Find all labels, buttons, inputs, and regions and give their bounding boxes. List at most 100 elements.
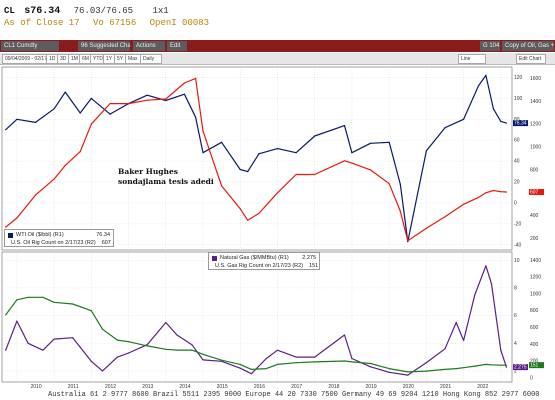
data-point [369, 169, 372, 171]
data-point [276, 349, 279, 351]
data-point [202, 152, 204, 154]
data-point [195, 77, 197, 79]
chart-title-field[interactable]: Copy of Oil, Gas + Rigs [502, 41, 554, 51]
data-point [444, 127, 446, 129]
legend-value: 2.275 [302, 255, 316, 261]
security-field[interactable]: CL1 Comdty [1, 41, 59, 51]
volume: Vo 67156 [93, 18, 137, 28]
data-point [247, 171, 249, 173]
natural-gas-line [5, 265, 507, 376]
data-point [42, 349, 44, 351]
data-point [343, 360, 346, 362]
data-point [5, 314, 7, 316]
data-point [195, 116, 197, 118]
last-value-tag [513, 364, 528, 371]
data-point [221, 141, 223, 143]
data-point [34, 121, 37, 123]
legend-item-gas-rigs: U.S. Gas Rig Count on 2/17/23 (R2) 151 [212, 262, 319, 270]
data-point [34, 194, 37, 196]
legend-label: WTI Oil ($/bbl) (R1) [16, 232, 64, 238]
data-point [221, 185, 223, 187]
data-point [250, 368, 252, 370]
data-point [90, 97, 92, 99]
data-point [247, 219, 249, 221]
gas-rig-count-line [5, 296, 507, 373]
data-point [314, 135, 316, 137]
y-tick-label-r1: 0 [514, 200, 517, 206]
annotation-line-1: Baker Hughes [118, 167, 178, 176]
data-point [399, 183, 401, 185]
data-point [165, 321, 167, 324]
y-tick-label-r1: 20 [514, 180, 520, 186]
data-point [343, 125, 346, 127]
last-value-label: 2.275 [514, 365, 527, 371]
page-number: G 104 [480, 41, 500, 51]
data-point [16, 118, 18, 120]
y-tick-label-r2: 200 [530, 236, 539, 242]
data-point [343, 160, 346, 162]
y-tick-label-r2: 600 [530, 325, 539, 331]
data-point [101, 328, 104, 330]
data-point [5, 129, 7, 131]
data-point [369, 362, 372, 365]
legend-label: U.S. Gas Rig Count on 2/17/23 (R2) [215, 263, 304, 269]
y-tick-label-r1: 10 [514, 258, 520, 264]
data-point [485, 265, 487, 267]
data-point [425, 370, 427, 372]
gas-panel: 2 4 6 8 10 0 200 400 600 800 1000 1200 1400 2010 2011 2… [1, 251, 544, 390]
data-point [16, 299, 18, 301]
data-point [505, 122, 507, 124]
chart-type-tab[interactable]: Line [458, 54, 486, 64]
y-tick-label-r2: 400 [530, 213, 539, 219]
open-interest: OpenI 00083 [149, 18, 210, 28]
legend-label: Natural Gas ($/MMBtu) (R1) [220, 255, 289, 261]
data-point [53, 178, 55, 180]
data-point [72, 303, 74, 305]
data-point [500, 191, 502, 193]
edit-chart-tab[interactable]: Edit Chart [516, 54, 546, 64]
x-tick-label: 2020 [403, 384, 414, 390]
data-point [165, 99, 167, 102]
period-select[interactable]: Daily [140, 54, 162, 64]
last-value-tag [529, 362, 544, 369]
plot-frame [1, 251, 513, 383]
data-point [5, 226, 7, 228]
y-tick-label-r2: 0 [530, 375, 533, 381]
last-price: s76.34 [24, 6, 61, 17]
legend-value: 151 [309, 263, 319, 269]
data-point [128, 341, 130, 343]
x-tick-label: 2012 [105, 384, 116, 390]
wti-swatch [8, 232, 13, 238]
y-tick-label-r2: 800 [530, 308, 539, 314]
data-point [388, 371, 390, 373]
data-point [53, 108, 55, 110]
data-point [202, 130, 204, 132]
data-point [221, 359, 223, 361]
last-value-label: 607 [530, 190, 539, 196]
y-tick-label-r1: 8 [514, 285, 517, 291]
suggested-charts-button[interactable]: 96 Suggested Charts [78, 41, 130, 51]
plot-frame [1, 66, 513, 251]
y-tick-label-r1: 40 [514, 159, 520, 165]
data-point [90, 310, 92, 312]
data-point [425, 150, 427, 152]
data-point [314, 356, 316, 358]
legend-item-wti: WTI Oil ($/bbl) (R1) 76.34 [8, 231, 110, 239]
data-point [16, 217, 18, 219]
data-point [265, 357, 267, 360]
data-point [455, 321, 457, 324]
data-point [444, 368, 446, 370]
annotation-line-2: sondajlama tesis adedi [118, 177, 214, 186]
data-point [351, 361, 353, 363]
data-point [109, 113, 111, 115]
edit-menu[interactable]: Edit [167, 41, 187, 51]
y-tick-label-r2: 1000 [530, 145, 541, 151]
data-point [16, 320, 18, 322]
data-point [425, 362, 427, 364]
data-point [388, 141, 390, 143]
legend-value: 607 [101, 240, 111, 246]
data-point [176, 334, 178, 336]
actions-menu[interactable]: Actions [133, 41, 165, 51]
data-point [165, 98, 167, 100]
